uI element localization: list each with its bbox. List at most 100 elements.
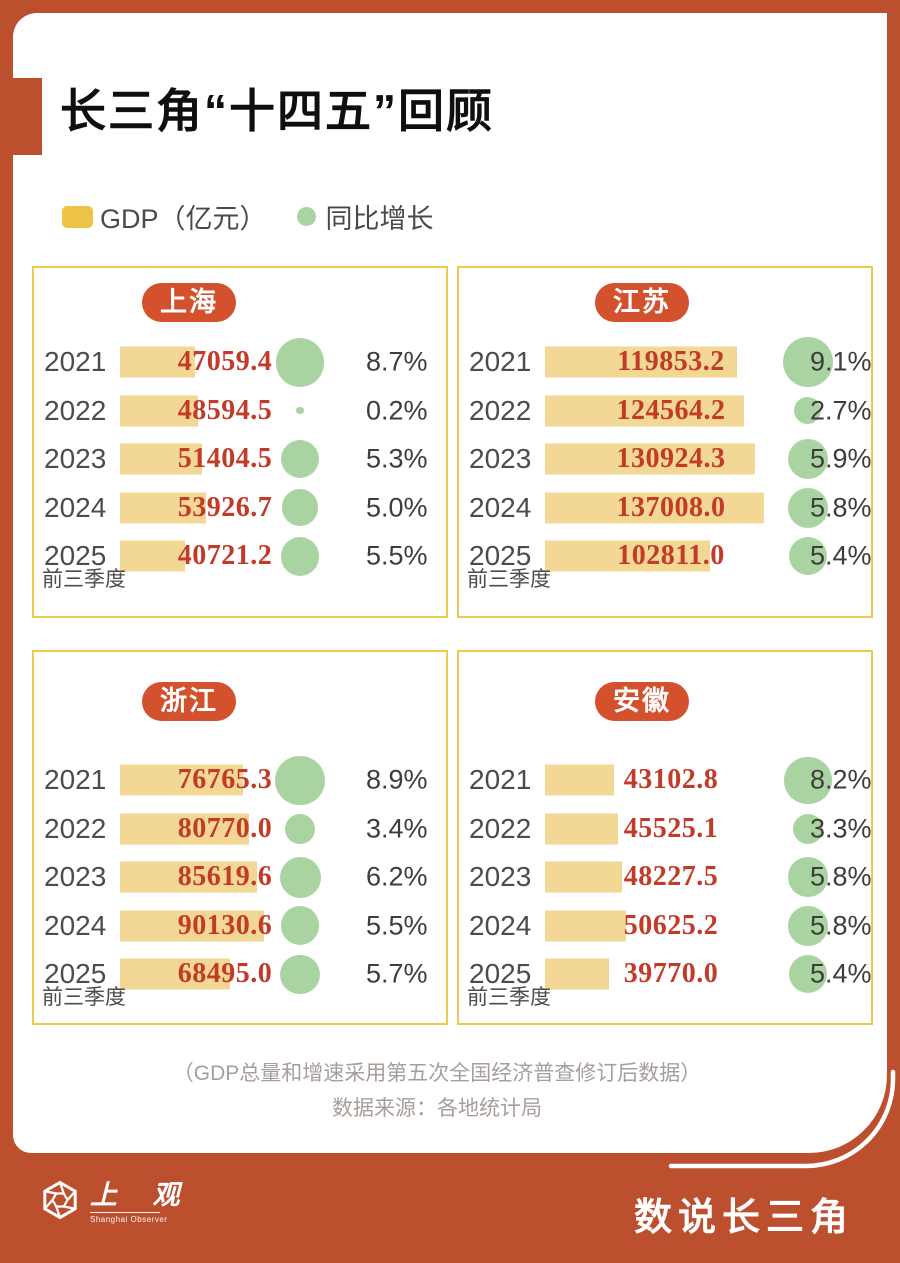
growth-bubble [788, 537, 828, 576]
growth-value: 8.9% [366, 764, 428, 795]
gdp-bar [120, 492, 207, 524]
footnote-revision: （GDP总量和增速采用第五次全国经济普查修订后数据） [172, 1062, 702, 1085]
growth-value: 5.3% [366, 443, 428, 474]
data-row: 2024 53926.7 5.0% [34, 484, 446, 533]
period-note: 前三季度 [42, 568, 126, 591]
growth-value: 5.4% [810, 958, 872, 989]
gdp-bar [545, 910, 626, 942]
period-note: 前三季度 [467, 568, 551, 591]
growth-bubble [284, 813, 316, 844]
gdp-value: 130924.3 [616, 443, 726, 475]
logo-chinese-name: 上 观 [90, 1180, 194, 1210]
gdp-value: 137008.0 [616, 491, 726, 523]
gdp-bar [545, 492, 765, 524]
legend: GDP（亿元） 同比增长 [62, 197, 434, 236]
gdp-bar [545, 861, 623, 893]
logo-english-name: Shanghai Observer [90, 1215, 168, 1224]
year-label: 2025 [44, 540, 107, 572]
gdp-bar [545, 958, 609, 990]
gdp-value: 40721.2 [177, 540, 273, 572]
data-row: 2023 48227.5 5.8% [459, 853, 872, 902]
gdp-value: 45525.1 [623, 812, 719, 844]
gdp-value: 76765.3 [177, 764, 273, 796]
gdp-legend-swatch-icon [62, 205, 93, 228]
gdp-bar [545, 764, 614, 796]
growth-value: 5.0% [366, 492, 428, 523]
gdp-value: 85619.6 [177, 861, 273, 893]
panel-rows: 2021 76765.3 8.9% 2022 80770.0 3.4% 2023 85619.… [34, 755, 446, 1009]
growth-bubble [783, 337, 833, 388]
year-label: 2024 [469, 491, 532, 523]
growth-value: 5.8% [810, 910, 872, 941]
data-row: 2022 80770.0 3.4% [34, 805, 446, 854]
data-row: 2021 76765.3 8.9% [34, 755, 446, 805]
gdp-value: 39770.0 [623, 958, 719, 990]
gdp-bar [120, 958, 230, 990]
gdp-value: 48227.5 [623, 861, 719, 893]
growth-legend-dot-icon [296, 207, 316, 226]
gdp-bar [545, 346, 737, 378]
data-row: 2022 124564.2 2.7% [459, 387, 872, 436]
growth-bubble [794, 397, 822, 425]
growth-value: 5.8% [810, 492, 872, 523]
growth-value: 8.2% [810, 764, 872, 795]
data-row: 2025 前三季度 40721.2 5.5% [34, 532, 446, 591]
gdp-legend-label: GDP（亿元） [100, 204, 267, 234]
region-panel: 江苏 2021 119853.2 9.1% 2022 124564.2 2.7% 2023 13… [457, 266, 873, 618]
gdp-value: 51404.5 [177, 443, 273, 475]
year-label: 2023 [44, 861, 107, 893]
growth-bubble [788, 905, 828, 946]
gdp-bar [120, 764, 243, 796]
year-label: 2025 [44, 958, 107, 990]
data-row: 2024 50625.2 5.8% [459, 902, 872, 951]
year-label: 2022 [44, 812, 107, 844]
growth-bubble [280, 906, 320, 946]
year-label: 2022 [469, 394, 532, 426]
data-row: 2023 130924.3 5.9% [459, 435, 872, 484]
data-row: 2025 前三季度 102811.0 5.4% [459, 532, 872, 591]
growth-bubble [280, 954, 320, 994]
region-panel: 上海 2021 47059.4 8.7% 2022 48594.5 0.2% 2023 5140… [32, 266, 448, 618]
data-row: 2024 137008.0 5.8% [459, 484, 872, 533]
data-row: 2023 51404.5 5.3% [34, 435, 446, 484]
growth-bubble [788, 955, 828, 994]
period-note: 前三季度 [467, 986, 551, 1009]
aperture-logo-icon [43, 1180, 77, 1220]
region-panel: 安徽 2021 43102.8 8.2% 2022 45525.1 3.3% 2023 4822… [457, 650, 873, 1025]
period-note: 前三季度 [42, 986, 126, 1009]
growth-value: 5.5% [366, 910, 428, 941]
data-row: 2025 前三季度 68495.0 5.7% [34, 950, 446, 1009]
region-badge: 安徽 [595, 682, 689, 721]
gdp-bar [545, 813, 618, 845]
growth-value: 0.2% [366, 395, 428, 426]
gdp-value: 80770.0 [177, 812, 273, 844]
growth-value: 5.5% [366, 540, 428, 571]
gdp-value: 119853.2 [617, 346, 725, 378]
growth-bubble [279, 856, 321, 898]
growth-legend-label: 同比增长 [325, 204, 434, 234]
gdp-bar [120, 443, 203, 475]
year-label: 2023 [469, 861, 532, 893]
growth-value: 5.9% [810, 443, 872, 474]
year-label: 2021 [44, 764, 107, 796]
gdp-bar [545, 395, 745, 427]
year-label: 2021 [469, 764, 532, 796]
gdp-bar [545, 540, 710, 572]
growth-value: 5.4% [810, 540, 872, 571]
footnote-source: 数据来源：各地统计局 [332, 1097, 542, 1120]
data-row: 2023 85619.6 6.2% [34, 853, 446, 902]
gdp-bar [545, 443, 755, 475]
growth-value: 3.3% [810, 813, 872, 844]
shanghai-observer-logo: 上 观 Shanghai Observer [40, 1180, 194, 1224]
page-title: 长三角“十四五”回顾 [60, 85, 494, 137]
year-label: 2022 [44, 394, 107, 426]
gdp-value: 124564.2 [616, 394, 726, 426]
growth-bubble [793, 813, 823, 844]
growth-bubble [280, 536, 320, 576]
footnotes: （GDP总量和增速采用第五次全国经济普查修订后数据） 数据来源：各地统计局 [0, 1056, 874, 1126]
growth-bubble [788, 487, 828, 528]
year-label: 2025 [469, 540, 532, 572]
growth-value: 9.1% [810, 346, 872, 377]
growth-value: 3.4% [366, 813, 428, 844]
